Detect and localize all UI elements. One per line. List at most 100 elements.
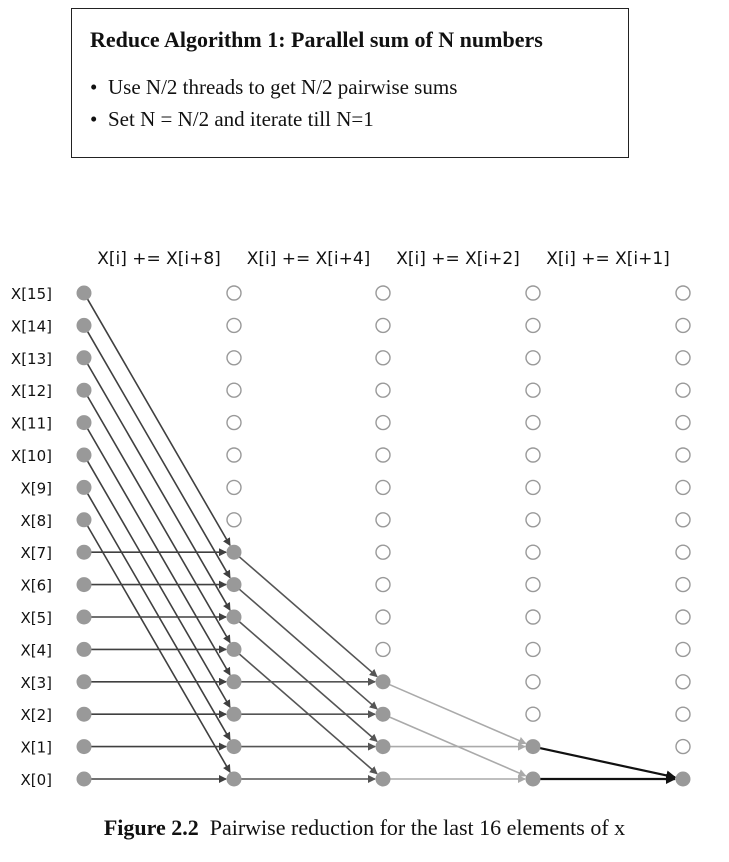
figure-caption: Figure 2.2 Pairwise reduction for the la… [0,815,729,841]
inactive-element-node [675,544,691,560]
algorithm-title: Reduce Algorithm 1: Parallel sum of N nu… [90,27,543,52]
inactive-element-node [226,447,242,463]
inactive-element-node [375,512,391,528]
inactive-element-node [525,350,541,366]
active-element-node [375,706,391,722]
inactive-element-node [675,414,691,431]
inactive-element-node [675,576,691,593]
inactive-element-node [226,479,242,496]
active-element-node [226,577,242,593]
stage-label: X[i] += X[i+2] [396,249,520,269]
inactive-element-node [525,609,541,625]
row-label: X[7] [20,544,52,562]
arrows [86,298,677,784]
inactive-element-node [375,609,391,625]
inactive-element-node [525,382,541,398]
inactive-element-node [375,350,391,366]
row-label: X[8] [20,512,52,530]
inactive-element-node [525,576,541,593]
nodes [76,285,691,787]
inactive-element-node [525,544,541,560]
active-element-node [76,706,92,722]
inactive-element-node [675,350,691,366]
row-label: X[0] [20,771,52,789]
active-element-node [226,674,242,690]
active-element-node [226,609,242,625]
active-element-node [375,674,391,690]
active-element-node [226,706,242,722]
active-element-node [76,771,92,787]
algorithm-step-text: Set N = N/2 and iterate till N=1 [108,107,374,131]
active-element-node [525,739,541,755]
active-element-node [76,285,92,301]
row-label: X[11] [11,415,52,433]
active-element-node [76,577,92,593]
inactive-element-node [226,350,242,366]
inactive-element-node [525,706,541,722]
stage-label: X[i] += X[i+1] [546,249,670,269]
active-element-node [76,512,92,528]
inactive-element-node [675,641,691,658]
row-label: X[14] [11,317,52,335]
reduction-diagram: X[i] += X[i+8] X[i] += X[i+4] X[i] += X[i+… [11,249,691,789]
inactive-element-node [675,738,691,755]
inactive-element-node [226,414,242,431]
active-element-node [525,771,541,787]
active-element-node [375,739,391,755]
inactive-element-node [226,512,242,528]
inactive-element-node [375,576,391,593]
row-label: X[9] [20,479,52,497]
active-element-node [375,771,391,787]
active-element-node [226,771,242,787]
inactive-element-node [675,706,691,722]
inactive-element-node [525,674,541,690]
active-element-node [226,641,242,657]
row-label: X[1] [20,739,52,757]
algorithm-step: • Use N/2 threads to get N/2 pairwise sum… [90,71,457,103]
active-element-node [76,674,92,690]
active-element-node [76,609,92,625]
inactive-element-node [375,641,391,658]
reduction-arrow [539,747,677,781]
active-element-node [76,641,92,657]
reduction-arrow [86,298,231,547]
inactive-element-node [525,414,541,431]
inactive-element-node [675,447,691,463]
row-label: X[13] [11,350,52,368]
algorithm-step: • Set N = N/2 and iterate till N=1 [90,103,457,135]
row-label: X[5] [20,609,52,627]
inactive-element-node [375,285,391,301]
inactive-element-node [525,285,541,301]
active-element-node [76,382,92,398]
inactive-element-node [375,414,391,431]
active-element-node [226,739,242,755]
algorithm-step-text: Use N/2 threads to get N/2 pairwise sums [108,75,458,99]
inactive-element-node [525,479,541,496]
stage-label: X[i] += X[i+8] [97,249,221,269]
active-element-node [76,739,92,755]
inactive-element-node [375,317,391,334]
inactive-element-node [525,641,541,658]
inactive-element-node [675,609,691,625]
row-label: X[4] [20,641,52,659]
reduction-arrow [238,556,378,678]
active-element-node [76,317,92,333]
inactive-element-node [675,285,691,301]
inactive-element-node [375,382,391,398]
inactive-element-node [375,447,391,463]
inactive-element-node [525,317,541,334]
inactive-element-node [675,512,691,528]
inactive-element-node [525,447,541,463]
row-label: X[12] [11,382,52,400]
inactive-element-node [675,674,691,690]
row-labels: X[15] X[14] X[13] X[12] X[11] X[10] X[9] X[8] X[… [11,285,52,789]
stage-label: X[i] += X[i+4] [247,249,371,269]
inactive-element-node [226,382,242,398]
row-label: X[6] [20,577,52,595]
inactive-element-node [375,479,391,496]
active-element-node [76,479,92,495]
reduction-arrow [86,363,231,611]
reduction-arrow [86,395,231,644]
figure-label: Figure 2.2 [103,815,199,840]
reduction-arrow [238,588,378,710]
